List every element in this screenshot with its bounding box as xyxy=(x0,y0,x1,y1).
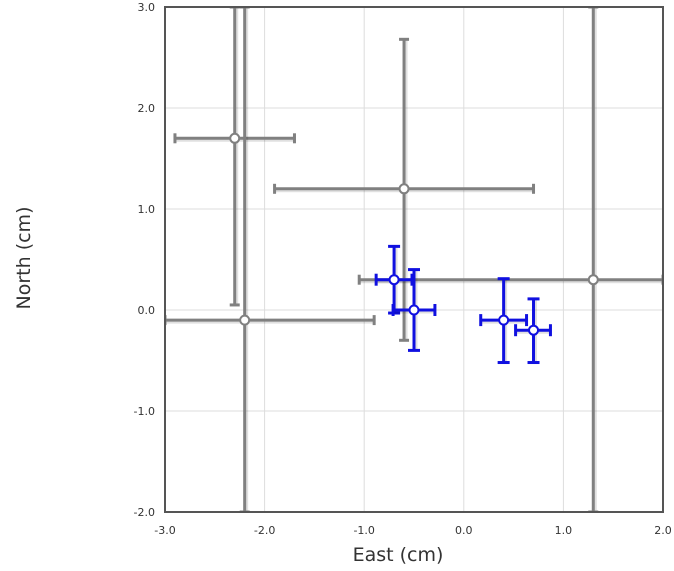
x-tick-label: 1.0 xyxy=(555,524,573,537)
plot-background xyxy=(165,7,663,512)
data-point xyxy=(173,7,296,307)
series-2 xyxy=(374,244,552,365)
data-point xyxy=(479,277,529,365)
point-marker xyxy=(408,304,420,316)
data-point xyxy=(273,37,536,342)
data-point xyxy=(165,7,376,512)
data-point xyxy=(391,268,437,352)
point-marker xyxy=(388,274,400,286)
data-point xyxy=(514,297,552,365)
y-tick-label: 2.0 xyxy=(138,102,156,115)
x-tick-label: -1.0 xyxy=(353,524,374,537)
data-point xyxy=(374,244,414,315)
y-tick-label: 1.0 xyxy=(138,203,156,216)
y-tick-label: -1.0 xyxy=(134,405,155,418)
plot-frame xyxy=(164,6,664,513)
y-tick-label: 3.0 xyxy=(138,1,156,14)
point-marker xyxy=(587,274,599,286)
x-tick-label: 2.0 xyxy=(654,524,672,537)
x-tick-label: -3.0 xyxy=(154,524,175,537)
x-tick-label: -2.0 xyxy=(254,524,275,537)
y-axis-title: North (cm) xyxy=(13,207,35,310)
y-tick-label: 0.0 xyxy=(138,304,156,317)
y-tick-label: -2.0 xyxy=(134,506,155,519)
point-marker xyxy=(229,132,241,144)
point-marker xyxy=(528,324,540,336)
point-marker xyxy=(498,314,510,326)
y-axis-ticks: -2.0 -1.0 0.0 1.0 2.0 3.0 xyxy=(134,1,155,519)
x-tick-label: 0.0 xyxy=(455,524,473,537)
x-axis-ticks: -3.0 -2.0 -1.0 0.0 1.0 2.0 xyxy=(154,524,671,537)
point-marker xyxy=(239,314,251,326)
series-1 xyxy=(165,7,663,512)
point-marker xyxy=(398,183,410,195)
x-axis-title: East (cm) xyxy=(353,544,444,566)
data-series xyxy=(165,7,663,512)
